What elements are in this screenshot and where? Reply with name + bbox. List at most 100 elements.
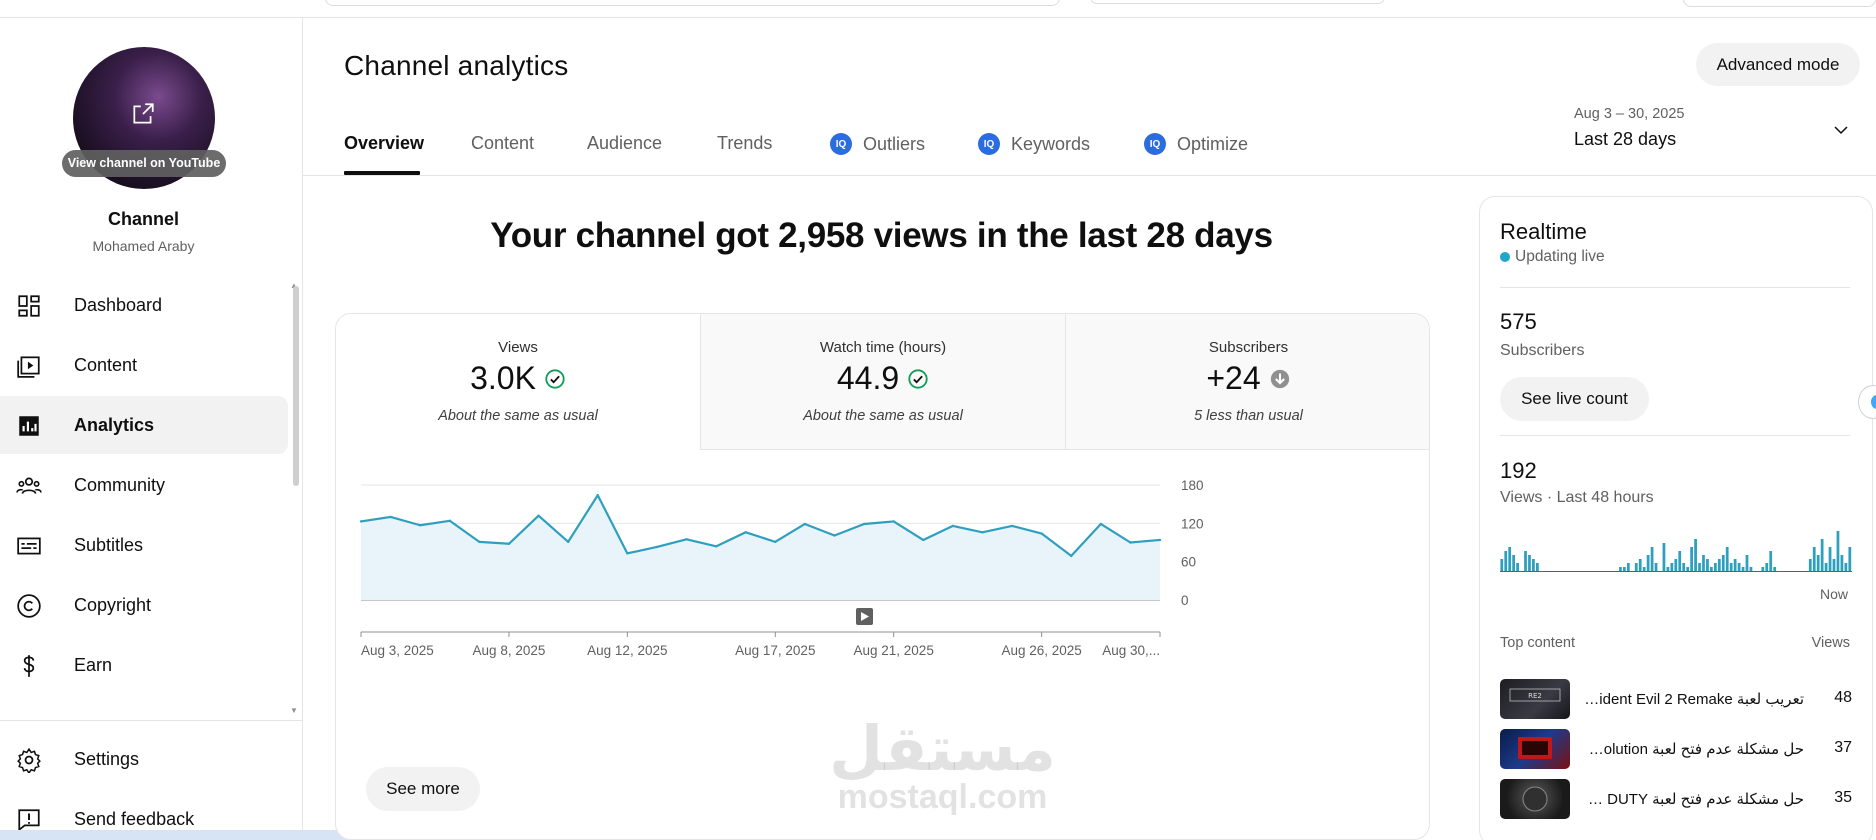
- top-content-row[interactable]: حل مشكلة عدم فتح لعبة Hitman Absolution …: [1500, 729, 1852, 769]
- sidebar-item-label: Analytics: [74, 415, 155, 435]
- tab-trends[interactable]: Trends: [717, 133, 772, 154]
- realtime-bar: [1682, 563, 1686, 571]
- date-period-select[interactable]: Last 28 days: [1574, 129, 1677, 149]
- realtime-bar: [1717, 559, 1721, 571]
- metrics-card: Views 3.0K About the same as usual Watch…: [335, 313, 1430, 840]
- sidebar-item-dashboard[interactable]: Dashboard: [0, 276, 288, 334]
- metric-views[interactable]: Views 3.0K About the same as usual: [336, 314, 700, 450]
- video-views: 35: [1834, 789, 1852, 806]
- now-label: Now: [1820, 586, 1849, 602]
- views-line: [360, 494, 1161, 558]
- metric-subscribers[interactable]: Subscribers +24 5 less than usual: [1065, 314, 1429, 450]
- realtime-bar: [1528, 555, 1531, 571]
- sidebar-item-analytics[interactable]: Analytics: [0, 396, 288, 454]
- realtime-bar: [1816, 555, 1820, 571]
- realtime-bar: [1741, 567, 1745, 571]
- top-content-row[interactable]: حل مشكلة عدم فتح لعبة CALL OF DUTY 35: [1500, 779, 1852, 819]
- sidebar-item-copyright[interactable]: Copyright: [0, 576, 288, 634]
- sidebar-scrollbar[interactable]: [293, 286, 299, 486]
- tab-content[interactable]: Content: [471, 133, 534, 154]
- realtime-bar: [1690, 547, 1693, 571]
- header-button[interactable]: [1683, 0, 1876, 7]
- views-48h-label: Views · Last 48 hours: [1500, 489, 1654, 506]
- play-icon: [861, 612, 869, 621]
- views-chart: 0 60 120 180 Aug 3, 2025 Aug 8, 2025 Aug 12, 2…: [359, 478, 1204, 658]
- iq-badge-icon: IQ: [978, 133, 1000, 155]
- date-range[interactable]: Aug 3 – 30, 2025: [1574, 106, 1685, 122]
- x-tick-label: Aug 12, 2025: [587, 643, 667, 658]
- video-title: حل مشكلة عدم فتح لعبة Hitman Absolution: [1584, 741, 1804, 758]
- data-point: [862, 522, 866, 526]
- realtime-bar: [1710, 567, 1713, 571]
- metric-title: Watch time (hours): [819, 339, 947, 356]
- metric-note: 5 less than usual: [1194, 408, 1303, 424]
- subscriber-label: Subscribers: [1500, 342, 1585, 359]
- realtime-bar: [1508, 547, 1512, 571]
- search-bar[interactable]: [325, 0, 1060, 6]
- copyright-icon: [17, 594, 41, 618]
- chevron-down-icon[interactable]: [1832, 121, 1850, 139]
- tab-outliers[interactable]: IQ Outliers: [830, 133, 925, 155]
- metric-watch-time[interactable]: Watch time (hours) 44.9 About the same a…: [700, 314, 1065, 450]
- advanced-mode-button[interactable]: Advanced mode: [1696, 43, 1860, 86]
- live-dot-icon: [1500, 252, 1510, 262]
- check-circle-icon: [908, 368, 928, 389]
- realtime-bar: [1532, 559, 1535, 571]
- scroll-down-arrow[interactable]: ▼: [290, 706, 298, 715]
- video-thumbnail: RE2: [1500, 679, 1570, 719]
- y-tick-label: 180: [1181, 478, 1204, 493]
- sidebar-item-feedback[interactable]: Send feedback: [0, 790, 288, 840]
- tab-keywords[interactable]: IQ Keywords: [978, 133, 1090, 155]
- top-content-row[interactable]: RE2 تعريب لعبة Resident Evil 2 Remake 48: [1500, 679, 1852, 719]
- video-title: حل مشكلة عدم فتح لعبة CALL OF DUTY: [1584, 791, 1804, 808]
- realtime-bar: [1504, 551, 1508, 571]
- data-point: [1129, 541, 1132, 544]
- metric-note: About the same as usual: [803, 408, 963, 424]
- realtime-bar-chart: [1500, 531, 1852, 572]
- tab-optimize[interactable]: IQ Optimize: [1144, 133, 1248, 155]
- see-more-button[interactable]: See more: [366, 767, 480, 811]
- sidebar-item-label: Community: [74, 475, 166, 495]
- data-point: [833, 534, 836, 537]
- data-point: [655, 545, 659, 549]
- realtime-bar: [1828, 547, 1832, 571]
- sidebar-item-subtitles[interactable]: Subtitles: [0, 516, 288, 574]
- sidebar-item-content[interactable]: Content: [0, 336, 288, 394]
- views-column-label: Views: [1811, 635, 1850, 651]
- realtime-bar: [1662, 543, 1666, 571]
- data-point: [359, 520, 363, 523]
- tab-label: Audience: [587, 133, 663, 153]
- tab-label: Trends: [717, 133, 773, 153]
- sidebar-item-earn[interactable]: Earn: [0, 636, 288, 694]
- sidebar-item-community[interactable]: Community: [0, 456, 288, 514]
- realtime-bar: [1634, 563, 1638, 571]
- iq-badge-icon: IQ: [1144, 133, 1166, 155]
- realtime-bar: [1536, 563, 1539, 571]
- see-live-count-button[interactable]: See live count: [1500, 377, 1649, 421]
- realtime-bar: [1674, 559, 1678, 571]
- realtime-bar: [1745, 555, 1749, 571]
- view-channel-link[interactable]: View channel on YouTube: [62, 150, 226, 177]
- data-point: [951, 524, 955, 528]
- y-tick-label: 60: [1181, 555, 1196, 570]
- tab-overview[interactable]: Overview: [344, 133, 424, 154]
- earn-icon: [23, 655, 35, 677]
- realtime-bar: [1729, 563, 1733, 571]
- realtime-bar: [1512, 555, 1516, 571]
- data-point: [389, 515, 392, 519]
- realtime-bar: [1623, 567, 1626, 571]
- realtime-bar: [1733, 559, 1737, 571]
- realtime-bar: [1737, 563, 1741, 571]
- sidebar-item-label: Copyright: [74, 595, 152, 615]
- scroll-up-arrow[interactable]: ▲: [290, 281, 298, 290]
- data-point: [1070, 554, 1073, 558]
- sidebar-item-settings[interactable]: Settings: [0, 730, 288, 788]
- tab-audience[interactable]: Audience: [587, 133, 662, 154]
- x-tick-label: Aug 26, 2025: [1001, 643, 1081, 658]
- data-point: [1040, 532, 1043, 535]
- metric-note: About the same as usual: [438, 408, 598, 424]
- header-control[interactable]: [1090, 0, 1385, 4]
- data-point: [1099, 522, 1103, 526]
- realtime-bar: [1516, 563, 1519, 571]
- top-header: [0, 0, 1876, 18]
